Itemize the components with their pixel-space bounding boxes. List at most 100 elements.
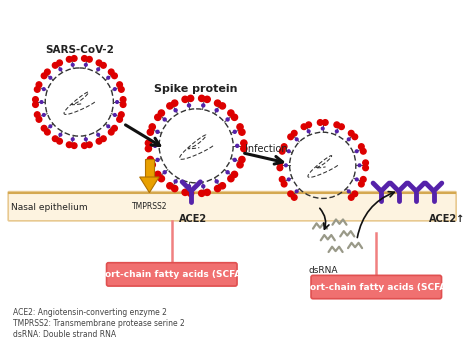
Text: TMPRSS2: Transmembrane protease serine 2: TMPRSS2: Transmembrane protease serine 2	[13, 319, 185, 328]
Circle shape	[158, 110, 164, 116]
Circle shape	[41, 125, 47, 131]
Circle shape	[87, 56, 92, 62]
Circle shape	[116, 101, 118, 103]
Circle shape	[288, 191, 293, 197]
Circle shape	[172, 100, 178, 106]
Circle shape	[277, 160, 283, 166]
Text: SARS-CoV-2: SARS-CoV-2	[45, 45, 114, 55]
Circle shape	[52, 136, 58, 142]
Circle shape	[360, 148, 366, 154]
Text: dsRNA: dsRNA	[308, 266, 337, 275]
Circle shape	[100, 62, 106, 68]
Circle shape	[301, 124, 307, 130]
Circle shape	[84, 138, 87, 141]
Circle shape	[295, 190, 298, 193]
Circle shape	[96, 138, 102, 144]
Circle shape	[237, 162, 243, 168]
Circle shape	[321, 127, 324, 130]
Circle shape	[228, 176, 234, 182]
Circle shape	[82, 56, 87, 61]
Text: Short-chain fatty acids (SCFAs): Short-chain fatty acids (SCFAs)	[297, 283, 456, 291]
Circle shape	[236, 144, 239, 147]
Circle shape	[358, 144, 364, 149]
Circle shape	[57, 138, 63, 144]
Text: Spike protein: Spike protein	[155, 84, 238, 94]
Text: ACE2: Angiotensin-converting enzyme 2: ACE2: Angiotensin-converting enzyme 2	[13, 308, 167, 317]
Circle shape	[59, 133, 62, 136]
Circle shape	[363, 160, 368, 166]
Circle shape	[279, 148, 285, 154]
Circle shape	[277, 165, 283, 171]
Circle shape	[307, 130, 310, 133]
Circle shape	[219, 103, 226, 109]
Circle shape	[287, 178, 290, 181]
Circle shape	[287, 150, 290, 153]
Circle shape	[52, 62, 58, 68]
Circle shape	[214, 185, 221, 192]
Circle shape	[45, 69, 50, 75]
Circle shape	[82, 143, 87, 148]
Circle shape	[281, 181, 287, 187]
Circle shape	[334, 122, 339, 127]
FancyBboxPatch shape	[107, 263, 237, 286]
Circle shape	[215, 109, 218, 112]
Circle shape	[113, 88, 116, 91]
Circle shape	[338, 124, 344, 130]
Circle shape	[167, 183, 173, 189]
Circle shape	[107, 76, 109, 79]
Circle shape	[45, 129, 50, 135]
Circle shape	[174, 180, 177, 183]
Circle shape	[174, 109, 177, 112]
Circle shape	[158, 176, 164, 182]
Circle shape	[241, 146, 247, 152]
Circle shape	[226, 171, 229, 174]
Circle shape	[72, 56, 77, 61]
Circle shape	[155, 114, 161, 120]
Circle shape	[146, 146, 152, 152]
Circle shape	[156, 130, 159, 133]
Circle shape	[188, 104, 191, 107]
Circle shape	[188, 185, 191, 188]
Circle shape	[149, 124, 155, 130]
Circle shape	[233, 130, 236, 133]
Circle shape	[154, 144, 156, 147]
Circle shape	[348, 195, 354, 200]
Circle shape	[72, 138, 74, 141]
Circle shape	[204, 96, 210, 103]
Circle shape	[147, 129, 154, 135]
Circle shape	[57, 60, 63, 66]
Circle shape	[163, 171, 166, 174]
Circle shape	[360, 176, 366, 182]
Circle shape	[239, 129, 245, 135]
Circle shape	[281, 144, 287, 149]
Circle shape	[231, 171, 237, 178]
Circle shape	[43, 114, 45, 116]
Circle shape	[322, 120, 328, 125]
Circle shape	[352, 134, 358, 140]
Circle shape	[118, 87, 124, 92]
Circle shape	[49, 76, 52, 79]
Circle shape	[233, 158, 236, 162]
Circle shape	[36, 116, 42, 122]
Circle shape	[109, 129, 114, 135]
Circle shape	[292, 195, 297, 200]
Text: TMPRSS2: TMPRSS2	[132, 202, 167, 211]
Circle shape	[147, 157, 154, 163]
Circle shape	[288, 134, 293, 140]
Text: Short-chain fatty acids (SCFAs): Short-chain fatty acids (SCFAs)	[92, 270, 251, 279]
Circle shape	[284, 164, 287, 167]
Circle shape	[347, 190, 350, 193]
Circle shape	[146, 140, 152, 146]
FancyBboxPatch shape	[8, 192, 456, 221]
Circle shape	[318, 120, 323, 125]
Circle shape	[228, 110, 234, 116]
Circle shape	[163, 118, 166, 121]
Text: dsRNA: Double strand RNA: dsRNA: Double strand RNA	[13, 330, 116, 339]
Circle shape	[113, 114, 116, 116]
Circle shape	[204, 189, 210, 196]
Circle shape	[239, 157, 245, 163]
Text: Nasal epithelium: Nasal epithelium	[11, 203, 88, 212]
Circle shape	[33, 97, 38, 102]
Circle shape	[112, 125, 117, 131]
Circle shape	[33, 102, 38, 108]
